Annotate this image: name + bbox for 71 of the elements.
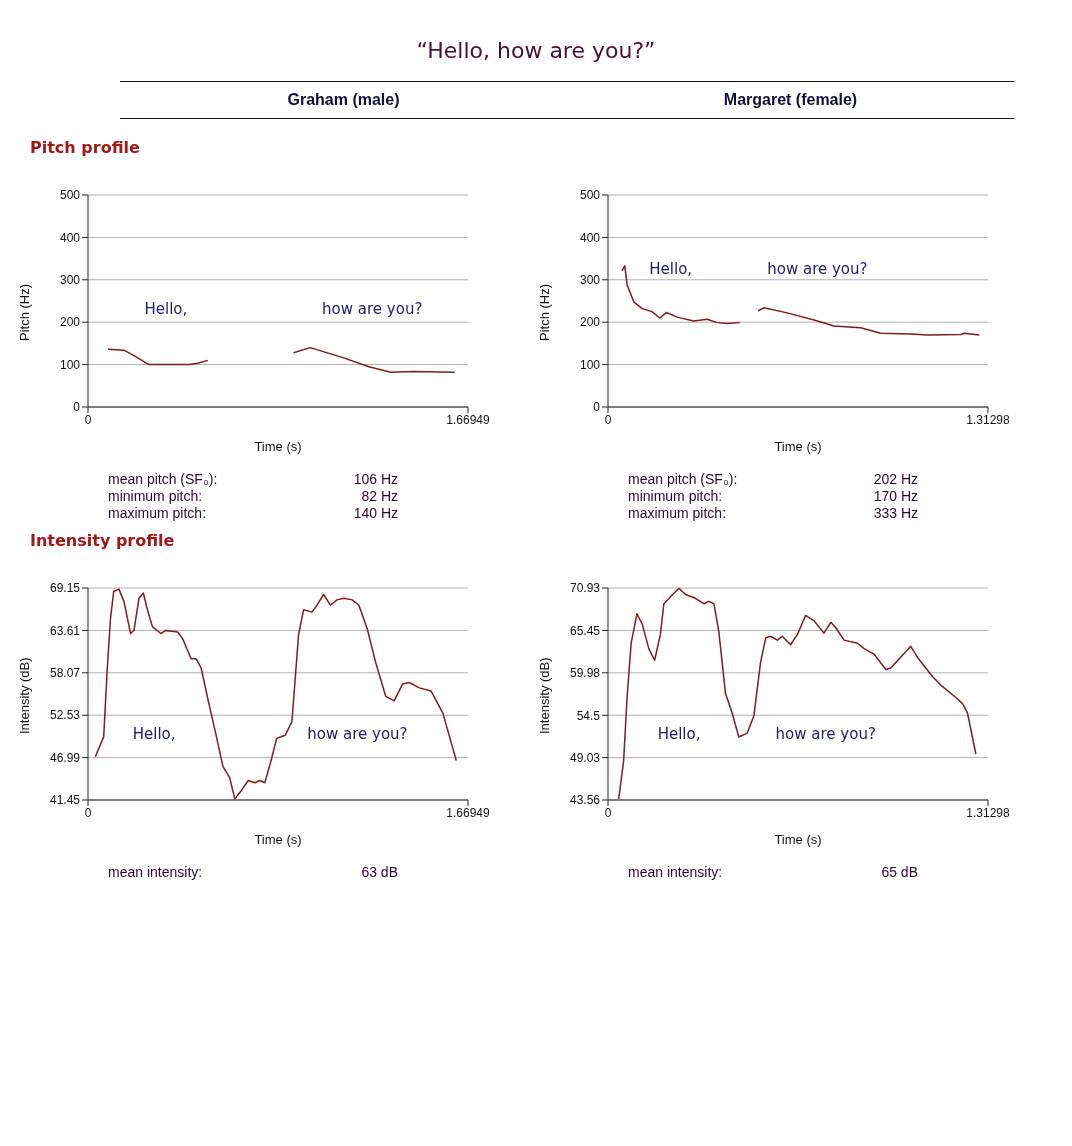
text: minimum pitch: [628, 488, 723, 505]
y-tick-label: 100 [59, 357, 81, 372]
chart-subtitle: Graham (male) [287, 91, 400, 108]
x-axis-title: Time (s) [254, 439, 302, 454]
y-tick-label: 200 [59, 315, 81, 330]
line-series [617, 588, 977, 800]
annotation: how are you? [307, 725, 408, 744]
x-axis-title: Time (s) [254, 832, 302, 847]
annotation: how are you? [767, 260, 868, 279]
annotation: how are you? [775, 725, 876, 744]
x-tick-label: 1.31298 [966, 412, 1011, 427]
text: 82 Hz [361, 488, 398, 505]
line-series [94, 588, 458, 800]
x-axis-title: Time (s) [774, 832, 822, 847]
text: maximum pitch: [108, 505, 207, 522]
annotation: Hello, [649, 260, 693, 279]
y-tick-label: 43.56 [569, 793, 601, 808]
text: “Hello, how are you?” [415, 37, 657, 65]
text: mean intensity: [628, 864, 723, 881]
text: 106 Hz [353, 471, 398, 488]
y-tick-label: 59.98 [569, 666, 601, 681]
text: Intensity profile [30, 530, 175, 550]
x-tick-label: 0 [84, 412, 92, 427]
y-tick-label: 63.61 [49, 623, 81, 638]
x-axis-title: Time (s) [774, 439, 822, 454]
annotation: Hello, [657, 725, 701, 744]
y-tick-label: 49.03 [569, 750, 601, 765]
x-tick-label: 1.31298 [966, 805, 1011, 820]
text: 63 dB [361, 864, 398, 881]
y-axis-title: Intensity (dB) [536, 657, 552, 734]
y-tick-label: 0 [73, 400, 81, 415]
chart-subtitle: Margaret (female) [723, 91, 858, 108]
annotation: Hello, [144, 299, 188, 318]
annotation: how are you? [322, 299, 423, 318]
y-tick-label: 70.93 [569, 581, 601, 596]
text: 170 Hz [873, 488, 918, 505]
text: 140 Hz [353, 505, 398, 522]
y-tick-label: 500 [579, 188, 601, 203]
y-tick-label: 500 [59, 188, 81, 203]
y-tick-label: 200 [579, 315, 601, 330]
y-tick-label: 300 [579, 273, 601, 288]
text: 65 dB [881, 864, 918, 881]
y-axis-title: Intensity (dB) [16, 657, 32, 734]
y-tick-label: 65.45 [569, 623, 601, 638]
y-tick-label: 400 [579, 230, 601, 245]
x-tick-label: 0 [604, 412, 612, 427]
text: Pitch profile [30, 137, 140, 157]
x-tick-label: 0 [84, 805, 92, 820]
x-tick-label: 0 [604, 805, 612, 820]
y-tick-label: 400 [59, 230, 81, 245]
y-tick-label: 46.99 [49, 750, 81, 765]
y-axis-title: Pitch (Hz) [16, 283, 32, 341]
text: 333 Hz [873, 505, 918, 522]
y-tick-label: 52.53 [49, 708, 81, 723]
x-tick-label: 1.66949 [446, 805, 491, 820]
y-tick-label: 58.07 [49, 666, 81, 681]
y-tick-label: 0 [593, 400, 601, 415]
text: mean intensity: [108, 864, 203, 881]
y-tick-label: 54.5 [576, 708, 601, 723]
y-axis-title: Pitch (Hz) [536, 283, 552, 341]
y-tick-label: 69.15 [49, 581, 81, 596]
annotation: Hello, [132, 725, 176, 744]
text: 202 Hz [873, 471, 918, 488]
y-tick-label: 41.45 [49, 793, 81, 808]
x-tick-label: 1.66949 [446, 412, 491, 427]
text: mean pitch (SF₀): [108, 471, 218, 488]
text: maximum pitch: [628, 505, 727, 522]
y-tick-label: 100 [579, 357, 601, 372]
y-tick-label: 300 [59, 273, 81, 288]
text: mean pitch (SF₀): [628, 471, 738, 488]
text: minimum pitch: [108, 488, 203, 505]
